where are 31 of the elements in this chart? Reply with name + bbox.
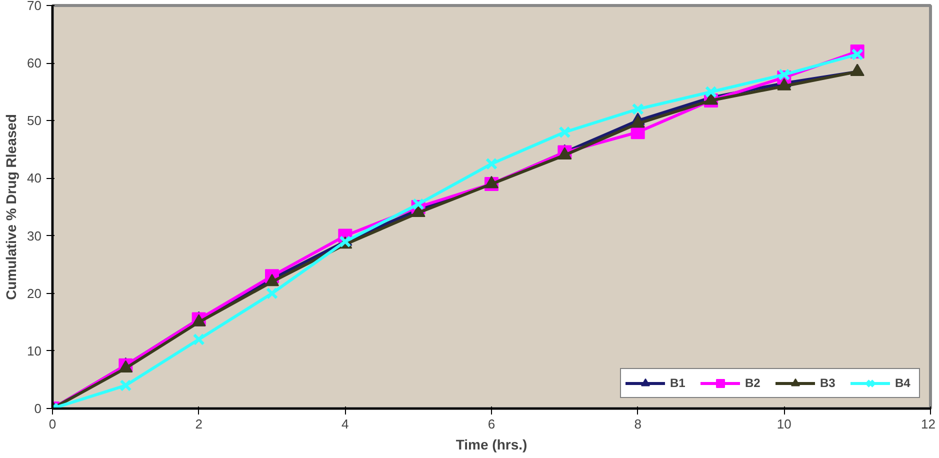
legend-label: B1 (670, 376, 686, 390)
x-tick-label: 8 (634, 416, 642, 432)
x-tick-label: 10 (776, 416, 792, 432)
point (632, 103, 644, 116)
point (120, 379, 132, 392)
x-axis-title: Time (hrs.) (456, 436, 528, 452)
y-tick-label: 10 (27, 343, 42, 358)
point (412, 198, 424, 210)
legend-label: B4 (895, 376, 912, 390)
y-tick-label: 60 (27, 56, 42, 71)
point (851, 48, 864, 61)
x-tick-label: 6 (488, 416, 496, 432)
x-tick-label: 4 (342, 416, 349, 432)
point (266, 287, 278, 300)
point (485, 158, 498, 170)
y-tick-label: 0 (34, 401, 42, 416)
point (192, 333, 205, 346)
point (704, 86, 718, 98)
legend-label: B3 (820, 376, 836, 390)
y-tick-label: 70 (27, 0, 42, 13)
x-tick-label: 0 (48, 416, 56, 432)
y-tick-label: 20 (27, 286, 42, 301)
x-tick-label: 2 (195, 416, 202, 432)
y-tick-label: 40 (27, 170, 42, 186)
x-tick-label: 12 (921, 416, 936, 432)
y-axis-title: Cumulative % Drug Rleased (3, 114, 20, 300)
legend-label: B2 (745, 376, 762, 390)
point (558, 126, 571, 138)
point (778, 68, 790, 81)
y-tick-label: 50 (27, 113, 42, 128)
y-tick-label: 30 (27, 228, 42, 244)
